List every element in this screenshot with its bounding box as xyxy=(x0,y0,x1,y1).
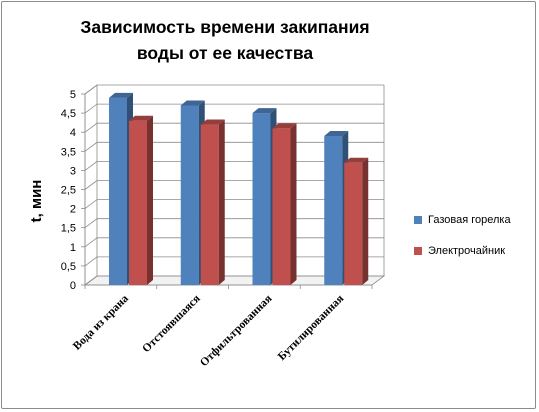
y-tick-label: 0,5 xyxy=(61,261,76,273)
bar-top xyxy=(252,108,277,114)
bar-side xyxy=(147,115,153,286)
gridline xyxy=(84,122,384,133)
y-tick-label: 4,5 xyxy=(61,108,76,120)
y-tick-label: 2 xyxy=(70,204,76,216)
y-tick-label: 3 xyxy=(70,165,76,177)
bar-side xyxy=(290,123,297,285)
bar-top xyxy=(109,92,133,98)
legend-label-gas: Газовая горелка xyxy=(428,214,511,226)
legend-swatch-gas xyxy=(414,216,422,224)
bar-top xyxy=(129,115,153,121)
bar xyxy=(272,128,291,285)
x-tick-label: Отстоявшаяся xyxy=(140,293,202,355)
bar-top xyxy=(272,123,297,129)
y-tick-label: 2,5 xyxy=(61,185,76,197)
bar xyxy=(200,124,219,285)
legend: Газовая горелка Электрочайник xyxy=(414,213,511,275)
y-tick-label: 1 xyxy=(70,242,76,254)
gridline xyxy=(84,84,384,95)
bar xyxy=(180,105,199,286)
bar-top xyxy=(344,157,369,163)
y-tick-label: 5 xyxy=(70,89,76,101)
x-tick-label: Бутилированная xyxy=(276,293,346,363)
bar xyxy=(324,136,343,285)
chart-title: Зависимость времени закипания воды от ее… xyxy=(80,17,370,63)
y-tick-label: 1,5 xyxy=(61,223,76,235)
bar-top xyxy=(200,119,225,125)
y-tick-label: 0 xyxy=(70,280,76,292)
bar xyxy=(109,97,127,285)
gridline xyxy=(84,103,384,114)
bar-top xyxy=(324,131,349,137)
y-tick-label: 4 xyxy=(70,127,76,139)
legend-swatch-kettle xyxy=(414,247,422,255)
bar xyxy=(252,113,271,285)
y-tick-label: 3,5 xyxy=(61,146,76,158)
bar-top xyxy=(180,100,205,106)
bar-side xyxy=(218,119,225,285)
bar xyxy=(129,120,147,286)
legend-label-kettle: Электрочайник xyxy=(428,245,506,257)
x-tick-label: Вода из крана xyxy=(71,292,131,352)
bar xyxy=(344,162,363,285)
x-tick-label: Отфильтрованная xyxy=(198,293,274,369)
legend-item-gas: Газовая горелка xyxy=(414,213,511,227)
bar-side xyxy=(362,157,369,285)
legend-item-kettle: Электрочайник xyxy=(414,244,511,258)
